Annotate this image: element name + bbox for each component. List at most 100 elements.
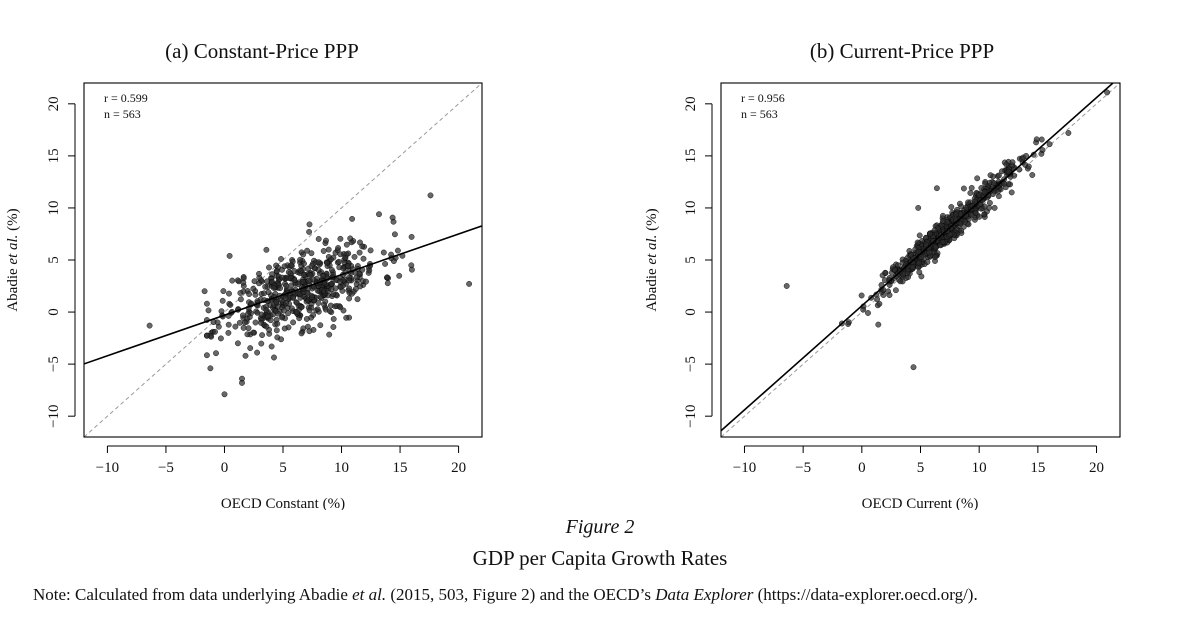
data-point [783, 283, 790, 289]
stat-n: n = 563 [741, 107, 778, 121]
data-point [933, 185, 940, 192]
data-point [293, 309, 300, 316]
data-point [466, 280, 473, 287]
x-tick-label: 10 [334, 460, 349, 476]
data-point [915, 259, 922, 266]
stat-r: r = 0.956 [741, 91, 785, 105]
data-point [263, 246, 270, 253]
data-point [987, 172, 994, 179]
data-point [408, 233, 415, 240]
data-point [408, 266, 415, 273]
data-point [227, 301, 234, 308]
data-point [327, 256, 334, 263]
data-point [203, 332, 210, 339]
data-point [234, 340, 241, 347]
data-point [306, 328, 313, 335]
data-point [258, 319, 264, 326]
data-point [981, 189, 988, 196]
data-point [291, 277, 298, 284]
y-tick-label: 15 [683, 148, 699, 163]
data-point [330, 291, 337, 298]
data-point [927, 230, 933, 237]
data-point [245, 325, 252, 332]
data-point [390, 258, 397, 265]
y-tick-label: 10 [683, 200, 699, 215]
chart-panel-a: (a) Constant-Price PPP −10 −5 0 5 10 15 20 −10 −5… [5, 39, 483, 510]
x-tick-label: 20 [451, 460, 466, 476]
data-point [1033, 136, 1040, 143]
data-point [981, 211, 988, 218]
note-source: Data Explorer [655, 585, 754, 604]
data-point [1038, 136, 1045, 143]
data-point [225, 329, 232, 336]
plot-area [84, 83, 482, 437]
data-point [1065, 130, 1072, 136]
data-point [1029, 172, 1036, 178]
data-point [384, 280, 391, 287]
data-point [1003, 161, 1010, 168]
data-point [916, 232, 923, 239]
data-point [363, 278, 369, 285]
data-point [974, 175, 981, 182]
data-point [909, 264, 916, 271]
data-point [278, 336, 285, 343]
data-point [323, 237, 329, 244]
x-tick-label: 0 [221, 460, 229, 476]
data-point [337, 278, 344, 285]
data-point [299, 278, 306, 285]
data-point [226, 252, 233, 259]
data-point [273, 299, 280, 306]
data-point [923, 241, 930, 248]
data-point [306, 228, 313, 235]
data-point [931, 227, 938, 234]
data-point [270, 311, 277, 318]
fit-line [721, 83, 1115, 432]
data-point [1009, 159, 1016, 166]
data-point [256, 270, 262, 277]
data-point [274, 320, 281, 327]
data-point [882, 269, 889, 276]
data-point [250, 329, 257, 336]
data-point [278, 256, 284, 262]
chart-title: (a) Constant-Price PPP [165, 39, 359, 63]
data-point [915, 204, 922, 211]
data-point [354, 296, 361, 303]
data-point [328, 267, 335, 273]
x-tick-label: −5 [158, 460, 174, 476]
data-point [978, 185, 985, 191]
data-point [337, 284, 344, 291]
data-point [290, 319, 297, 326]
data-point [845, 321, 852, 327]
data-point [860, 306, 867, 313]
data-point [264, 278, 271, 285]
data-point [337, 251, 344, 258]
data-point [1001, 180, 1008, 187]
x-tick-label: 15 [1030, 460, 1045, 476]
data-point [960, 185, 967, 192]
y-tick-label: −5 [46, 356, 62, 372]
data-point [262, 283, 269, 290]
data-point [357, 283, 364, 290]
data-point [906, 247, 913, 254]
data-point [914, 239, 921, 246]
stat-r: r = 0.599 [104, 91, 148, 105]
data-point [213, 350, 219, 357]
data-point [953, 211, 959, 218]
data-point [295, 281, 302, 288]
data-point [207, 365, 214, 372]
y-tick-label: 5 [683, 256, 699, 264]
data-point [229, 277, 236, 284]
figure-title: GDP per Capita Growth Rates [472, 546, 728, 570]
data-point [991, 204, 998, 211]
data-point [390, 218, 397, 225]
data-point [916, 269, 923, 276]
data-point [314, 306, 321, 313]
data-point [268, 343, 275, 350]
data-point [240, 279, 247, 286]
data-point [382, 260, 389, 267]
data-point [300, 325, 307, 332]
data-point [263, 307, 270, 314]
data-point [1104, 89, 1111, 96]
data-point [263, 323, 270, 330]
y-axis-label: Abadie et al. (%) [644, 208, 660, 311]
